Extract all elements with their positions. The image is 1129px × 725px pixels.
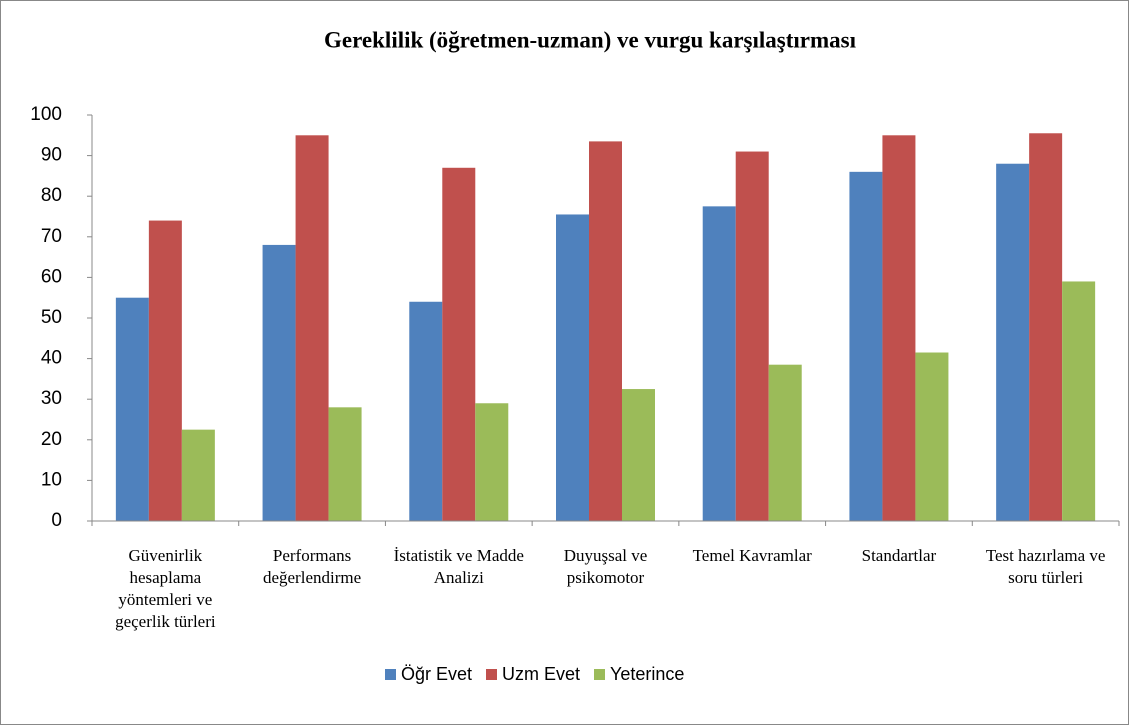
y-tick-label: 100	[30, 104, 62, 125]
bar	[1029, 133, 1063, 521]
y-tick-label: 40	[41, 348, 62, 369]
x-tick-label: Temel Kavramlar	[692, 546, 812, 565]
y-tick-label: 90	[41, 145, 62, 166]
bar	[262, 244, 296, 522]
x-tick-label: İstatistik ve Madde Analizi	[393, 546, 524, 587]
bar	[1062, 281, 1096, 521]
bar	[589, 141, 622, 521]
bar	[556, 214, 589, 521]
legend-item: Öğr Evet	[385, 664, 472, 685]
bar	[115, 297, 149, 521]
legend: Öğr Evet Uzm Evet Yeterince	[385, 664, 684, 685]
bar	[442, 167, 476, 521]
bar	[475, 403, 509, 521]
y-tick-label: 80	[41, 185, 62, 206]
x-tick-label: Duyuşsal ve psikomotor	[563, 546, 648, 587]
chart-title: Gereklilik (öğretmen-uzman) ve vurgu kar…	[324, 27, 857, 52]
y-tick-label: 60	[41, 266, 62, 287]
y-tick-label: 30	[41, 388, 62, 409]
legend-swatch	[486, 669, 498, 680]
bar	[328, 407, 362, 521]
y-tick-label: 70	[41, 226, 62, 247]
legend-item: Uzm Evet	[486, 664, 580, 685]
legend-label: Yeterince	[610, 664, 685, 684]
x-tick-label: Performans değerlendirme	[262, 546, 362, 587]
y-tick-label: 0	[51, 510, 62, 531]
bar	[409, 301, 443, 521]
x-tick-label: Standartlar	[861, 546, 937, 565]
bar	[622, 389, 655, 521]
bar	[849, 171, 883, 521]
bar	[181, 429, 215, 521]
bar	[735, 151, 769, 522]
legend-item: Yeterince	[594, 664, 684, 685]
y-tick-label: 20	[41, 429, 62, 450]
bar	[915, 352, 949, 521]
bar	[882, 135, 916, 522]
x-tick-label: Test hazırlama ve soru türleri	[985, 546, 1106, 587]
bar	[996, 163, 1030, 521]
legend-swatch	[385, 669, 396, 680]
bar	[295, 135, 329, 522]
legend-label: Öğr Evet	[401, 664, 473, 684]
bar	[148, 220, 182, 521]
legend-label: Uzm Evet	[502, 664, 581, 684]
y-tick-label: 10	[41, 469, 62, 490]
y-tick-label: 50	[41, 307, 62, 328]
bar	[768, 364, 802, 521]
bar	[702, 206, 736, 521]
x-tick-label: Güvenirlik hesaplama yöntemleri ve geçer…	[115, 546, 216, 631]
legend-swatch	[594, 669, 606, 680]
